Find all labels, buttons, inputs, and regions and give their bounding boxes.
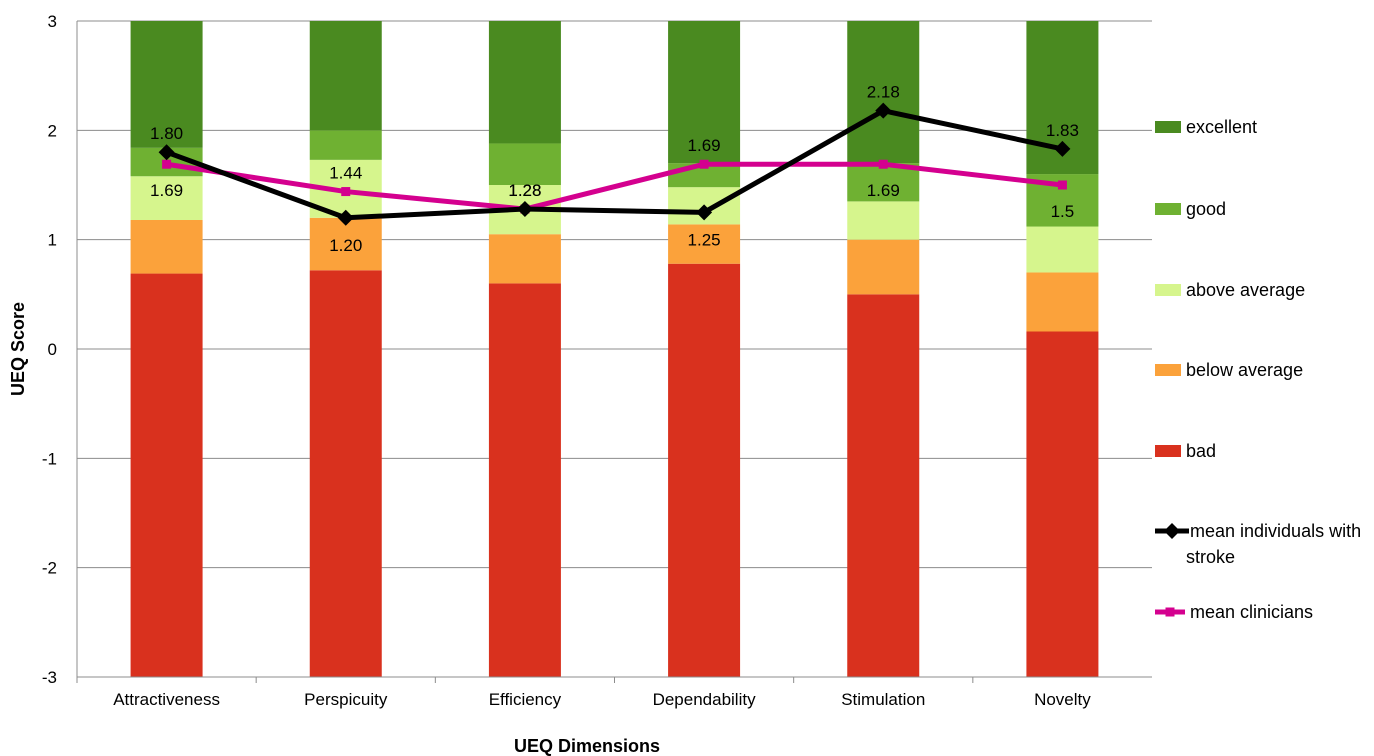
diamond-marker xyxy=(696,204,713,221)
bar-segment-above-average xyxy=(1026,226,1099,273)
data-label-clinicians: 1.69 xyxy=(867,181,900,200)
y-axis-title: UEQ Score xyxy=(8,302,28,396)
bar-segment-below-average xyxy=(1026,272,1099,332)
x-tick-label: Efficiency xyxy=(489,690,562,709)
diamond-marker xyxy=(516,201,533,218)
x-axis-title: UEQ Dimensions xyxy=(514,736,660,756)
data-label-stroke: 1.25 xyxy=(688,230,721,249)
x-axis: Attractiveness Perspicuity Efficiency Depen… xyxy=(76,21,1152,709)
bar-segment-bad xyxy=(488,283,561,677)
legend-label-line: mean individuals with xyxy=(1190,521,1361,541)
bar-segment-excellent xyxy=(847,21,920,164)
diamond-marker xyxy=(875,102,892,119)
y-tick-label: 3 xyxy=(48,12,57,31)
legend-swatch xyxy=(1155,445,1181,457)
legend: excellent good above average below average b… xyxy=(1155,117,1361,622)
y-axis-tick-labels: 3 2 1 0 -1 -2 -3 xyxy=(42,12,57,687)
diamond-marker xyxy=(1054,140,1071,157)
data-label-stroke: 1.28 xyxy=(508,181,541,200)
diamond-marker xyxy=(337,209,354,226)
legend-label: bad xyxy=(1186,441,1216,461)
bar-segment-good xyxy=(488,143,561,185)
legend-label: mean clinicians xyxy=(1190,602,1313,622)
bar-segment-below-average xyxy=(130,219,203,274)
bar-segment-excellent xyxy=(668,21,741,164)
square-marker xyxy=(341,187,351,197)
data-labels: 1.801.201.281.252.181.831.691.441.281.69… xyxy=(150,83,1079,255)
y-tick-label: 0 xyxy=(48,340,57,359)
legend-swatch xyxy=(1155,364,1181,376)
diamond-marker xyxy=(1164,523,1180,539)
data-label-clinicians: 1.28 xyxy=(508,181,541,200)
bar-segment-below-average xyxy=(668,224,741,264)
line-stroke-individuals xyxy=(165,108,1063,221)
y-tick-label: 2 xyxy=(48,121,57,140)
bar-segment-excellent xyxy=(488,21,561,144)
square-marker xyxy=(878,159,888,169)
legend-swatch xyxy=(1155,203,1181,215)
data-label-clinicians: 1.44 xyxy=(329,164,362,183)
x-tick-label: Novelty xyxy=(1034,690,1091,709)
bar-segment-bad xyxy=(847,294,920,677)
bar-segment-excellent xyxy=(130,21,203,148)
legend-label-line: stroke xyxy=(1186,547,1235,567)
x-tick-label: Dependability xyxy=(653,690,757,709)
legend-swatch xyxy=(1155,284,1181,296)
square-marker xyxy=(1165,607,1175,617)
legend-label: below average xyxy=(1186,360,1303,380)
legend-swatch xyxy=(1155,121,1181,133)
square-marker xyxy=(699,159,709,169)
bar-segment-excellent xyxy=(309,21,382,131)
x-tick-label: Perspicuity xyxy=(304,690,388,709)
y-tick-label: -2 xyxy=(42,559,57,578)
data-label-stroke: 1.83 xyxy=(1046,121,1079,140)
x-tick-label: Stimulation xyxy=(841,690,925,709)
data-label-clinicians: 1.69 xyxy=(688,136,721,155)
legend-label: excellent xyxy=(1186,117,1257,137)
square-marker xyxy=(162,159,172,169)
bar-segment-bad xyxy=(309,270,382,677)
legend-label: mean individuals with stroke xyxy=(1186,521,1361,567)
bar-segment-bad xyxy=(130,273,203,677)
bar-segment-above-average xyxy=(130,176,203,220)
line-clinicians xyxy=(166,161,1063,212)
square-marker xyxy=(1057,180,1067,190)
data-label-clinicians: 1.5 xyxy=(1051,202,1075,221)
bar-segment-below-average xyxy=(488,234,561,284)
data-label-stroke: 2.18 xyxy=(867,83,900,102)
bar-segment-below-average xyxy=(847,239,920,295)
bar-segment-good xyxy=(309,130,382,160)
x-tick-label: Attractiveness xyxy=(113,690,220,709)
y-tick-label: -3 xyxy=(42,668,57,687)
data-label-clinicians: 1.69 xyxy=(150,181,183,200)
gridlines xyxy=(77,20,1152,569)
y-tick-label: 1 xyxy=(48,231,57,250)
mean-lines xyxy=(158,102,1071,226)
legend-label: good xyxy=(1186,199,1226,219)
legend-label: above average xyxy=(1186,280,1305,300)
bar-segment-bad xyxy=(1026,331,1099,677)
data-label-stroke: 1.20 xyxy=(329,236,362,255)
data-label-stroke: 1.80 xyxy=(150,124,183,143)
bar-segment-above-average xyxy=(847,201,920,240)
diamond-marker xyxy=(158,144,175,161)
bar-segment-bad xyxy=(668,263,741,677)
y-tick-label: -1 xyxy=(42,449,57,468)
bar-segment-below-average xyxy=(309,217,382,271)
